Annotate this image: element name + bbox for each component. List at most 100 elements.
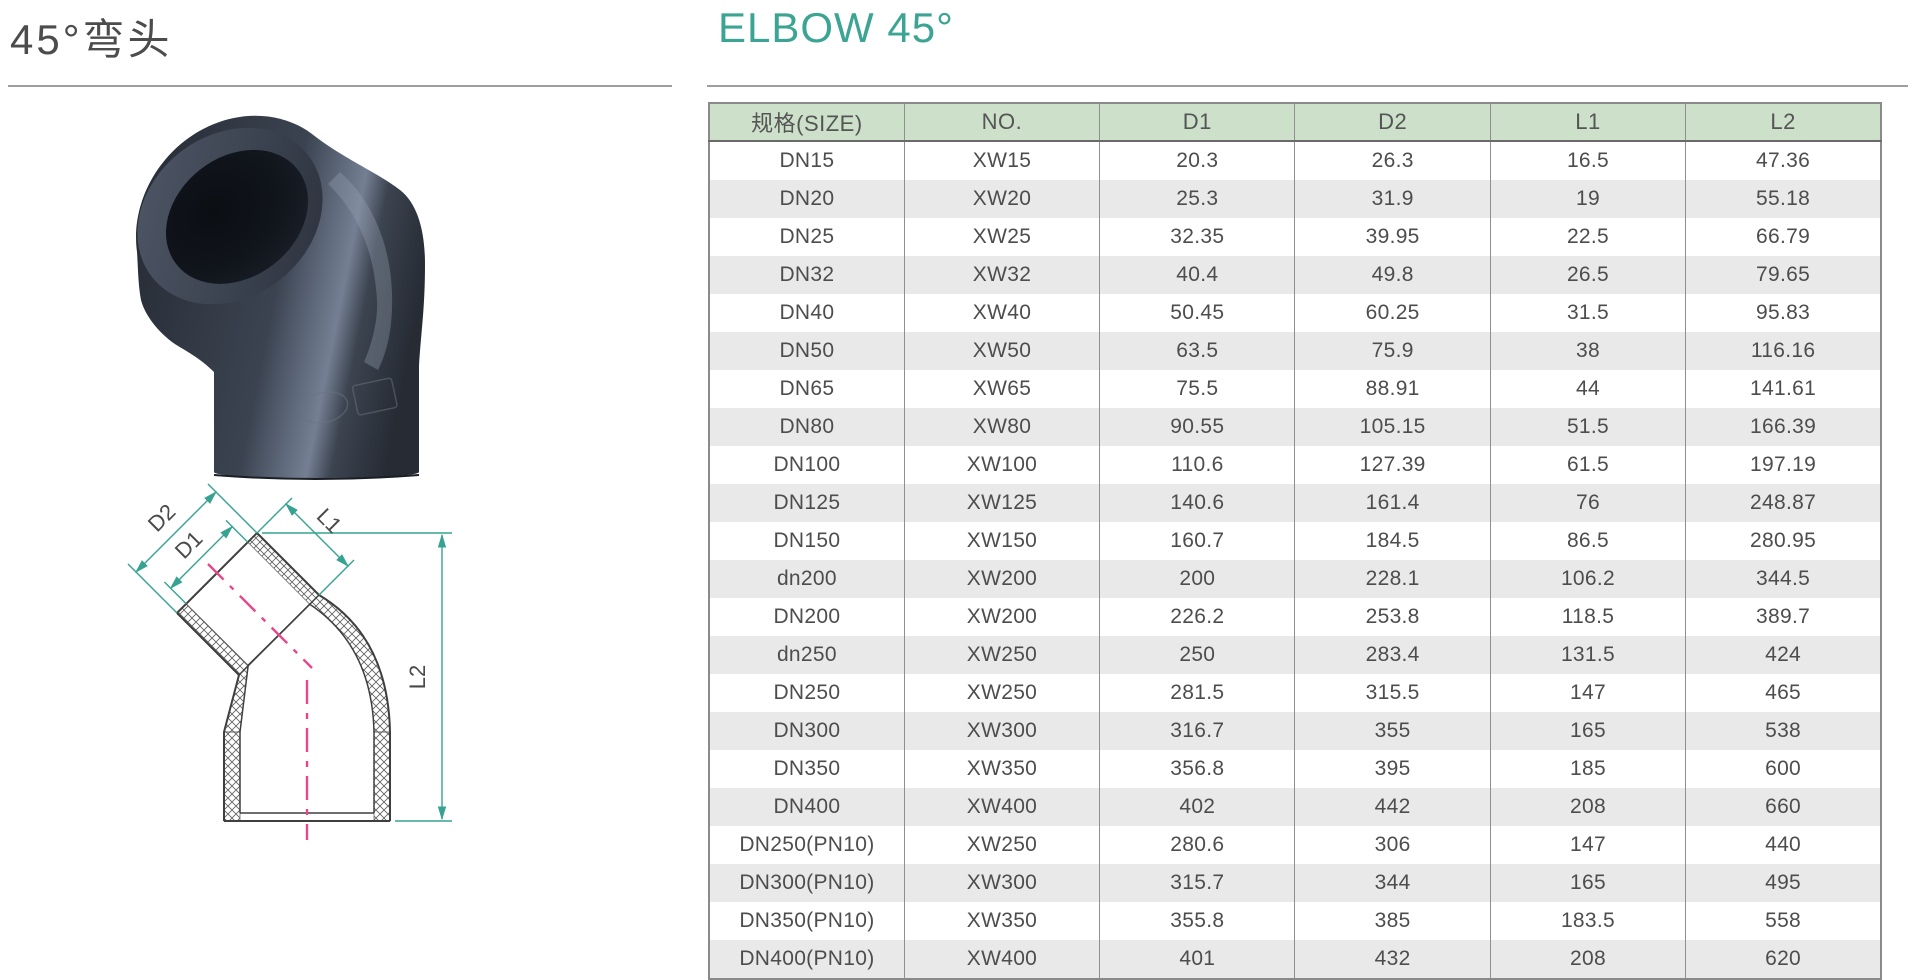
table-cell: DN250	[773, 681, 841, 704]
table-cell: XW250	[903, 826, 1100, 864]
table-cell: XW65	[903, 370, 1100, 408]
table-cell: XW100	[903, 446, 1100, 484]
table-cell: dn200	[776, 567, 837, 590]
table-cell: 38	[1489, 332, 1686, 370]
table-cell: 147	[1489, 826, 1686, 864]
table-cell: 127.39	[1294, 446, 1491, 484]
table-cell: 49.8	[1294, 256, 1491, 294]
table-cell: DN80	[779, 415, 835, 438]
table-cell: 140.6	[1099, 484, 1295, 522]
table-cell: 165	[1489, 864, 1686, 902]
column-header: L2	[1685, 103, 1881, 142]
elbow-photo-illustration	[136, 115, 425, 480]
column-header: D2	[1294, 103, 1491, 142]
table-cell: 141.61	[1685, 370, 1881, 408]
table-cell: XW400	[903, 788, 1100, 826]
table-cell: 208	[1489, 788, 1686, 826]
table-cell: 88.91	[1294, 370, 1491, 408]
table-cell: DN250(PN10)	[739, 833, 875, 856]
table-cell: 280.6	[1099, 826, 1295, 864]
elbow-dimension-drawing: D2 D1 L1 L2	[127, 483, 452, 840]
wall-hatching	[176, 532, 391, 822]
table-cell: 197.19	[1685, 446, 1881, 484]
table-cell: DN350(PN10)	[739, 909, 875, 932]
table-cell: 248.87	[1685, 484, 1881, 522]
table-cell: 66.79	[1685, 218, 1881, 256]
table-cell: DN25	[779, 225, 835, 248]
table-cell: 95.83	[1685, 294, 1881, 332]
table-cell: 19	[1489, 180, 1686, 218]
spec-table-body: DN15 XW15 20.3 26.3 16.5 47.36 DN20 XW20 25.3 31.…	[709, 141, 1881, 979]
table-cell: 86.5	[1489, 522, 1686, 560]
table-cell: 118.5	[1489, 598, 1686, 636]
table-cell: 26.5	[1489, 256, 1686, 294]
table-cell: DN200	[773, 605, 841, 628]
centerlines	[207, 563, 313, 840]
table-cell: 228.1	[1294, 560, 1491, 598]
table-cell: 50.45	[1099, 294, 1295, 332]
table-cell: XW15	[903, 141, 1100, 180]
table-cell: XW25	[903, 218, 1100, 256]
table-cell: DN350	[773, 757, 841, 780]
table-cell: 166.39	[1685, 408, 1881, 446]
table-cell: 280.95	[1685, 522, 1881, 560]
table-cell: 208	[1489, 940, 1686, 979]
table-cell: 25.3	[1099, 180, 1295, 218]
table-cell: 660	[1685, 788, 1881, 826]
table-cell: 315.7	[1099, 864, 1295, 902]
table-cell: XW20	[903, 180, 1100, 218]
table-cell: 161.4	[1294, 484, 1491, 522]
table-cell: XW400	[903, 940, 1100, 979]
socket-bore	[165, 149, 309, 284]
table-cell: 105.15	[1294, 408, 1491, 446]
table-row: DN350(PN10) XW350 355.8 385 183.5 558	[709, 902, 1881, 940]
table-row: DN300 XW300 316.7 355 165 538	[709, 712, 1881, 750]
table-row: DN350 XW350 356.8 395 185 600	[709, 750, 1881, 788]
table-cell: 26.3	[1294, 141, 1491, 180]
table-cell: XW32	[903, 256, 1100, 294]
table-cell: 250	[1099, 636, 1295, 674]
photo-bottom-edge	[213, 474, 420, 480]
column-header: L1	[1489, 103, 1686, 142]
table-cell: XW300	[903, 864, 1100, 902]
table-cell: 116.16	[1685, 332, 1881, 370]
table-cell: 306	[1294, 826, 1491, 864]
spec-table-head-row: 规格(SIZE) NO. D1 D2 L1 L2	[709, 103, 1881, 142]
table-cell: XW125	[903, 484, 1100, 522]
table-row: dn200 XW200 200 228.1 106.2 344.5	[709, 560, 1881, 598]
table-cell: dn250	[776, 643, 837, 666]
table-cell: 106.2	[1489, 560, 1686, 598]
title-underline-right	[707, 85, 1908, 87]
table-row: DN50 XW50 63.5 75.9 38 116.16	[709, 332, 1881, 370]
table-cell: 200	[1099, 560, 1295, 598]
table-cell: 79.65	[1685, 256, 1881, 294]
table-cell: DN40	[779, 301, 835, 324]
table-row: DN300(PN10) XW300 315.7 344 165 495	[709, 864, 1881, 902]
table-row: DN25 XW25 32.35 39.95 22.5 66.79	[709, 218, 1881, 256]
table-cell: 55.18	[1685, 180, 1881, 218]
table-cell: DN400	[773, 795, 841, 818]
table-cell: 44	[1489, 370, 1686, 408]
table-cell: 344.5	[1685, 560, 1881, 598]
table-cell: 253.8	[1294, 598, 1491, 636]
table-cell: 344	[1294, 864, 1491, 902]
table-cell: XW150	[903, 522, 1100, 560]
table-cell: 165	[1489, 712, 1686, 750]
table-cell: 283.4	[1294, 636, 1491, 674]
table-cell: 424	[1685, 636, 1881, 674]
table-cell: 226.2	[1099, 598, 1295, 636]
table-cell: 47.36	[1685, 141, 1881, 180]
table-cell: 131.5	[1489, 636, 1686, 674]
page-title-en: ELBOW 45°	[718, 4, 954, 51]
table-cell: XW200	[903, 560, 1100, 598]
table-row: DN400 XW400 402 442 208 660	[709, 788, 1881, 826]
table-row: DN200 XW200 226.2 253.8 118.5 389.7	[709, 598, 1881, 636]
table-cell: 32.35	[1099, 218, 1295, 256]
table-cell: 160.7	[1099, 522, 1295, 560]
table-cell: DN150	[773, 529, 841, 552]
table-cell: 31.5	[1489, 294, 1686, 332]
table-cell: DN300	[773, 719, 841, 742]
table-cell: DN100	[773, 453, 841, 476]
table-cell: 185	[1489, 750, 1686, 788]
table-row: DN20 XW20 25.3 31.9 19 55.18	[709, 180, 1881, 218]
